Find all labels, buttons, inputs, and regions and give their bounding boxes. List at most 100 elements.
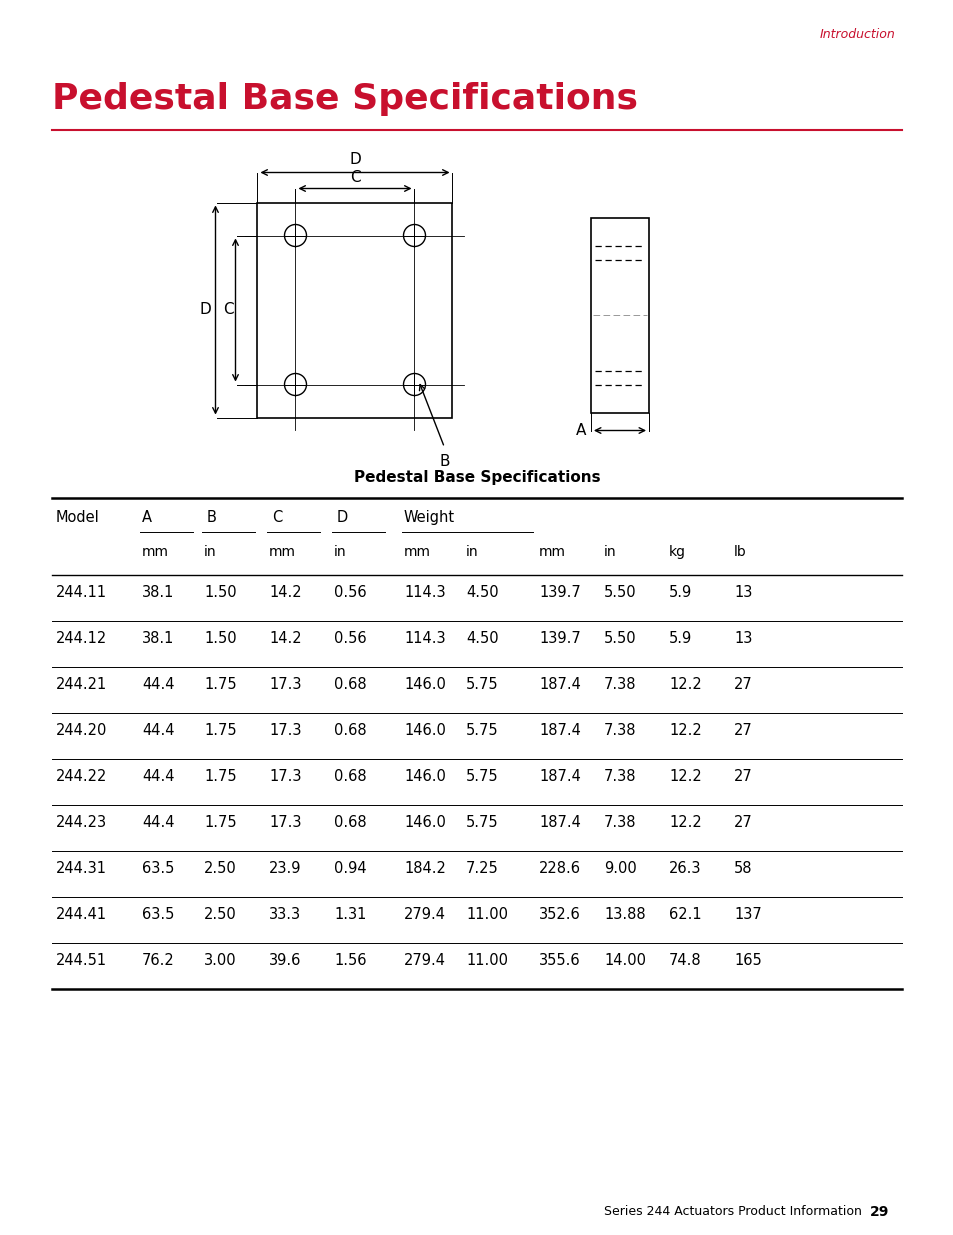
Text: 0.68: 0.68 xyxy=(334,677,366,692)
Text: 244.41: 244.41 xyxy=(56,906,107,923)
Text: 0.56: 0.56 xyxy=(334,585,366,600)
Text: A: A xyxy=(142,510,152,525)
Text: 13: 13 xyxy=(733,631,752,646)
Text: 114.3: 114.3 xyxy=(403,585,445,600)
Text: 3.00: 3.00 xyxy=(204,953,236,968)
Text: 38.1: 38.1 xyxy=(142,585,174,600)
Bar xyxy=(257,203,452,417)
Text: 0.68: 0.68 xyxy=(334,722,366,739)
Text: 4.50: 4.50 xyxy=(465,585,498,600)
Text: B: B xyxy=(439,453,450,468)
Text: 14.2: 14.2 xyxy=(269,631,301,646)
Text: 137: 137 xyxy=(733,906,760,923)
Text: 44.4: 44.4 xyxy=(142,815,174,830)
Text: 244.21: 244.21 xyxy=(56,677,107,692)
Text: 4.50: 4.50 xyxy=(465,631,498,646)
Text: 279.4: 279.4 xyxy=(403,906,446,923)
Text: 13.88: 13.88 xyxy=(603,906,645,923)
Text: 9.00: 9.00 xyxy=(603,861,636,876)
Text: mm: mm xyxy=(403,545,431,559)
Text: 5.75: 5.75 xyxy=(465,815,498,830)
Text: mm: mm xyxy=(269,545,295,559)
Text: 29: 29 xyxy=(869,1205,888,1219)
Text: 76.2: 76.2 xyxy=(142,953,174,968)
Text: 5.9: 5.9 xyxy=(668,631,692,646)
Text: 14.2: 14.2 xyxy=(269,585,301,600)
Text: 39.6: 39.6 xyxy=(269,953,301,968)
Text: C: C xyxy=(223,303,233,317)
Text: 352.6: 352.6 xyxy=(538,906,580,923)
Text: 184.2: 184.2 xyxy=(403,861,445,876)
Text: 0.68: 0.68 xyxy=(334,769,366,784)
Text: 244.23: 244.23 xyxy=(56,815,107,830)
Text: 27: 27 xyxy=(733,677,752,692)
Text: 114.3: 114.3 xyxy=(403,631,445,646)
Text: 13: 13 xyxy=(733,585,752,600)
Text: 228.6: 228.6 xyxy=(538,861,580,876)
Text: 27: 27 xyxy=(733,769,752,784)
Text: 244.12: 244.12 xyxy=(56,631,107,646)
Text: 0.94: 0.94 xyxy=(334,861,366,876)
Text: 17.3: 17.3 xyxy=(269,722,301,739)
Text: 1.75: 1.75 xyxy=(204,769,236,784)
Text: 38.1: 38.1 xyxy=(142,631,174,646)
Text: 5.75: 5.75 xyxy=(465,722,498,739)
Text: 139.7: 139.7 xyxy=(538,631,580,646)
Text: 33.3: 33.3 xyxy=(269,906,301,923)
Text: C: C xyxy=(350,169,360,184)
Text: 63.5: 63.5 xyxy=(142,906,174,923)
Text: 1.50: 1.50 xyxy=(204,631,236,646)
Text: 5.50: 5.50 xyxy=(603,585,636,600)
Text: 187.4: 187.4 xyxy=(538,815,580,830)
Text: 26.3: 26.3 xyxy=(668,861,700,876)
Text: 1.31: 1.31 xyxy=(334,906,366,923)
Text: Pedestal Base Specifications: Pedestal Base Specifications xyxy=(52,82,638,116)
Text: 1.56: 1.56 xyxy=(334,953,366,968)
Text: 44.4: 44.4 xyxy=(142,677,174,692)
Text: 14.00: 14.00 xyxy=(603,953,645,968)
Text: 1.75: 1.75 xyxy=(204,677,236,692)
Text: 58: 58 xyxy=(733,861,752,876)
Text: A: A xyxy=(575,424,585,438)
Text: 12.2: 12.2 xyxy=(668,769,701,784)
Text: 244.20: 244.20 xyxy=(56,722,108,739)
Text: Weight: Weight xyxy=(403,510,455,525)
Text: B: B xyxy=(207,510,216,525)
Text: D: D xyxy=(336,510,348,525)
Text: D: D xyxy=(349,152,360,167)
Text: kg: kg xyxy=(668,545,685,559)
Text: Introduction: Introduction xyxy=(820,28,895,41)
Text: in: in xyxy=(334,545,346,559)
Text: in: in xyxy=(465,545,478,559)
Text: Series 244 Actuators Product Information: Series 244 Actuators Product Information xyxy=(603,1205,869,1218)
Text: 7.38: 7.38 xyxy=(603,815,636,830)
Text: 12.2: 12.2 xyxy=(668,815,701,830)
Text: 165: 165 xyxy=(733,953,760,968)
Text: 11.00: 11.00 xyxy=(465,906,507,923)
Text: in: in xyxy=(204,545,216,559)
Text: 12.2: 12.2 xyxy=(668,677,701,692)
Text: 187.4: 187.4 xyxy=(538,722,580,739)
Text: D: D xyxy=(199,303,212,317)
Text: 17.3: 17.3 xyxy=(269,677,301,692)
Text: 17.3: 17.3 xyxy=(269,769,301,784)
Text: 2.50: 2.50 xyxy=(204,906,236,923)
Text: lb: lb xyxy=(733,545,746,559)
Text: 187.4: 187.4 xyxy=(538,677,580,692)
Text: 0.68: 0.68 xyxy=(334,815,366,830)
Text: 63.5: 63.5 xyxy=(142,861,174,876)
Text: 5.9: 5.9 xyxy=(668,585,692,600)
Text: in: in xyxy=(603,545,616,559)
Text: 7.38: 7.38 xyxy=(603,677,636,692)
Text: 0.56: 0.56 xyxy=(334,631,366,646)
Text: C: C xyxy=(272,510,282,525)
Text: 146.0: 146.0 xyxy=(403,769,445,784)
Text: 1.50: 1.50 xyxy=(204,585,236,600)
Text: 5.75: 5.75 xyxy=(465,769,498,784)
Text: 7.38: 7.38 xyxy=(603,722,636,739)
Text: 44.4: 44.4 xyxy=(142,722,174,739)
Text: 12.2: 12.2 xyxy=(668,722,701,739)
Text: 244.51: 244.51 xyxy=(56,953,107,968)
Text: 146.0: 146.0 xyxy=(403,677,445,692)
Text: 7.25: 7.25 xyxy=(465,861,498,876)
